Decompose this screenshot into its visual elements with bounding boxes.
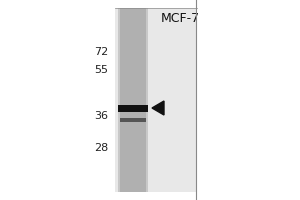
Text: 55: 55	[94, 65, 108, 75]
Text: MCF-7: MCF-7	[160, 12, 200, 25]
Text: 28: 28	[94, 143, 108, 153]
Polygon shape	[152, 101, 164, 115]
Bar	[115, 8, 197, 192]
Text: 72: 72	[94, 47, 108, 57]
Bar	[120, 118, 146, 122]
Bar	[120, 8, 146, 192]
Text: 36: 36	[94, 111, 108, 121]
Bar	[118, 8, 148, 192]
Bar	[118, 104, 148, 112]
